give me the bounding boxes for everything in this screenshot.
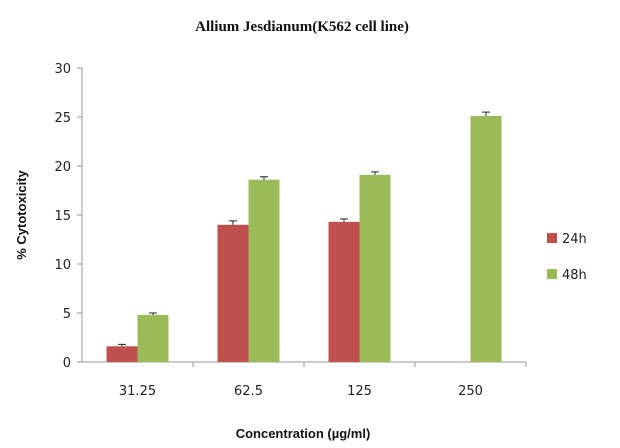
y-tick-label: 10 [54, 258, 71, 273]
legend-label-48h: 48h [562, 268, 587, 283]
x-tick-label: 250 [458, 384, 483, 399]
bar-48h-31.25 [137, 314, 169, 362]
y-tick-label: 20 [54, 160, 71, 175]
bar-48h-62.5 [248, 179, 280, 362]
y-tick-label: 30 [54, 62, 71, 77]
bar-48h-125 [359, 174, 391, 362]
x-tick-label: 62.5 [234, 384, 263, 399]
x-axis-label: Concentration (µg/ml) [236, 426, 371, 441]
y-axis-ticks: 0 5 10 15 20 25 30 [54, 62, 82, 371]
legend-swatch-48h [547, 269, 557, 279]
bars [106, 111, 502, 363]
chart-title: Allium Jesdianum(K562 cell line) [195, 19, 409, 35]
bar-24h-125 [328, 221, 360, 362]
legend-label-24h: 24h [562, 232, 587, 247]
y-tick-label: 0 [63, 356, 71, 371]
x-tick-label: 31.25 [119, 384, 156, 399]
bar-48h-250 [470, 116, 502, 363]
y-tick-label: 25 [54, 111, 71, 126]
y-tick-label: 5 [63, 307, 71, 322]
x-axis-ticks: 31.25 62.5 125 250 [119, 362, 527, 399]
legend-swatch-24h [547, 233, 557, 243]
bar-24h-31.25 [106, 346, 138, 362]
y-axis-label: % Cytotoxicity [14, 169, 29, 259]
legend: 24h 48h [547, 232, 587, 283]
bar-24h-62.5 [217, 224, 249, 362]
x-tick-label: 125 [347, 384, 372, 399]
y-tick-label: 15 [54, 209, 71, 224]
